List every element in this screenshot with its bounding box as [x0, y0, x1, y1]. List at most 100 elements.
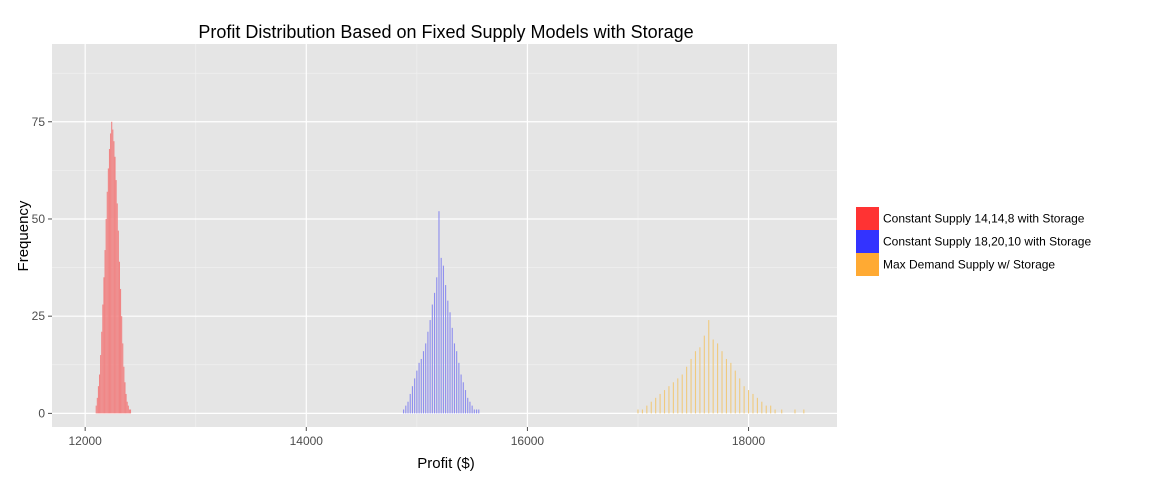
histogram-bar-series-1 [106, 191, 108, 414]
histogram-bar-series-2 [460, 374, 462, 414]
histogram-bar-series-3 [655, 397, 657, 414]
y-axis-title: Frequency [15, 200, 32, 271]
histogram-bar-series-1 [104, 250, 106, 414]
histogram-bar-series-1 [98, 374, 101, 414]
y-tick-label: 0 [38, 406, 45, 420]
histogram-bar-series-3 [739, 378, 741, 414]
histogram-bar-series-3 [690, 358, 692, 414]
histogram-bar-series-2 [469, 401, 471, 414]
histogram-bar-series-3 [765, 405, 767, 414]
histogram-bar-series-3 [686, 366, 688, 414]
histogram-bar-series-1 [108, 148, 111, 414]
histogram-bar-series-3 [730, 362, 732, 414]
histogram-bar-series-1 [126, 401, 128, 414]
legend-key-swatch [856, 230, 879, 253]
histogram-bar-series-3 [734, 370, 736, 414]
histogram-bar-series-3 [694, 351, 697, 414]
histogram-bar-series-2 [431, 304, 433, 414]
histogram-bar-series-2 [411, 386, 413, 414]
histogram-bar-series-1 [105, 218, 107, 414]
histogram-bar-series-2 [462, 382, 464, 414]
histogram-bar-series-2 [427, 331, 429, 414]
histogram-bar-series-1 [103, 277, 105, 414]
histogram-bar-series-2 [433, 292, 436, 414]
histogram-bar-series-2 [436, 277, 438, 414]
histogram-bar-series-2 [478, 409, 480, 414]
histogram-bar-series-3 [712, 339, 714, 414]
histogram-bar-series-3 [717, 343, 719, 414]
histogram-bar-series-2 [453, 343, 456, 414]
chart-title: Profit Distribution Based on Fixed Suppl… [198, 22, 693, 42]
histogram-bar-series-3 [781, 409, 783, 414]
histogram-bar-series-3 [677, 378, 679, 414]
histogram-bar-series-1 [129, 409, 132, 414]
x-tick-label: 16000 [511, 434, 545, 448]
x-tick-label: 12000 [68, 434, 102, 448]
histogram-bar-series-1 [116, 203, 118, 414]
histogram-bar-series-2 [420, 358, 422, 414]
histogram-bar-series-3 [774, 409, 776, 414]
legend-key-swatch [856, 253, 879, 276]
histogram-bar-series-2 [418, 362, 420, 414]
histogram-bar-series-3 [752, 393, 754, 414]
histogram-bar-series-1 [100, 355, 102, 414]
histogram-bar-series-1 [113, 141, 115, 414]
histogram-bar-series-3 [743, 386, 745, 414]
histogram-bar-series-2 [414, 378, 416, 414]
legend-label: Max Demand Supply w/ Storage [883, 258, 1055, 272]
histogram-bar-series-3 [646, 405, 648, 414]
histogram-bar-series-1 [110, 133, 112, 414]
plot-panel [52, 44, 837, 427]
histogram-bar-series-3 [725, 358, 727, 414]
histogram-bar-series-3 [650, 401, 652, 414]
histogram-bar-series-3 [770, 405, 772, 414]
histogram-bar-series-1 [122, 343, 124, 414]
histogram-bars [95, 121, 805, 414]
histogram-bar-series-2 [407, 401, 409, 414]
y-tick-label: 75 [32, 115, 46, 129]
histogram-bar-series-2 [467, 397, 469, 414]
histogram-bar-series-2 [422, 351, 425, 414]
histogram-bar-series-3 [708, 320, 710, 414]
histogram-bar-series-2 [440, 257, 442, 414]
legend-label: Constant Supply 14,14,8 with Storage [883, 212, 1085, 226]
histogram-bar-series-3 [761, 401, 763, 414]
histogram-bar-series-1 [119, 288, 122, 414]
histogram-bar-series-3 [668, 386, 670, 414]
x-tick-label: 14000 [290, 434, 324, 448]
histogram-bar-series-2 [449, 312, 451, 414]
histogram-bar-series-1 [107, 168, 109, 414]
histogram-bar-series-3 [747, 390, 750, 414]
histogram-bar-series-2 [458, 362, 460, 414]
histogram-bar-series-1 [114, 156, 116, 414]
histogram-bar-series-2 [471, 405, 473, 414]
histogram-bar-series-2 [442, 265, 444, 414]
histogram-bar-series-2 [438, 211, 440, 414]
histogram-bar-series-3 [681, 374, 683, 414]
histogram-bar-series-2 [464, 390, 467, 414]
histogram-bar-series-1 [127, 405, 129, 414]
histogram-bar-series-1 [117, 230, 119, 414]
x-tick-label: 18000 [732, 434, 766, 448]
histogram-bar-series-1 [128, 409, 130, 414]
histogram-bar-series-2 [429, 320, 431, 414]
histogram-bar-series-2 [451, 327, 453, 414]
histogram-bar-series-2 [405, 405, 407, 414]
histogram-bar-series-1 [121, 316, 123, 414]
legend: Constant Supply 14,14,8 with Storage Cons… [856, 207, 1091, 276]
x-axis-ticks: 12000 14000 16000 18000 [68, 427, 766, 448]
legend-label: Constant Supply 18,20,10 with Storage [883, 235, 1091, 249]
histogram-bar-series-3 [699, 347, 701, 414]
histogram-bar-series-2 [476, 409, 478, 414]
histogram-bar-series-1 [123, 366, 125, 414]
histogram-bar-series-3 [637, 409, 639, 414]
histogram-bar-series-2 [425, 343, 427, 414]
histogram-bar-series-2 [456, 351, 458, 414]
histogram-bar-series-1 [97, 386, 99, 414]
gridlines [52, 44, 837, 427]
histogram-bar-series-3 [659, 393, 661, 414]
histogram-bar-series-1 [96, 397, 98, 414]
histogram-bar-series-1 [125, 393, 127, 414]
histogram-bar-series-1 [111, 121, 113, 414]
